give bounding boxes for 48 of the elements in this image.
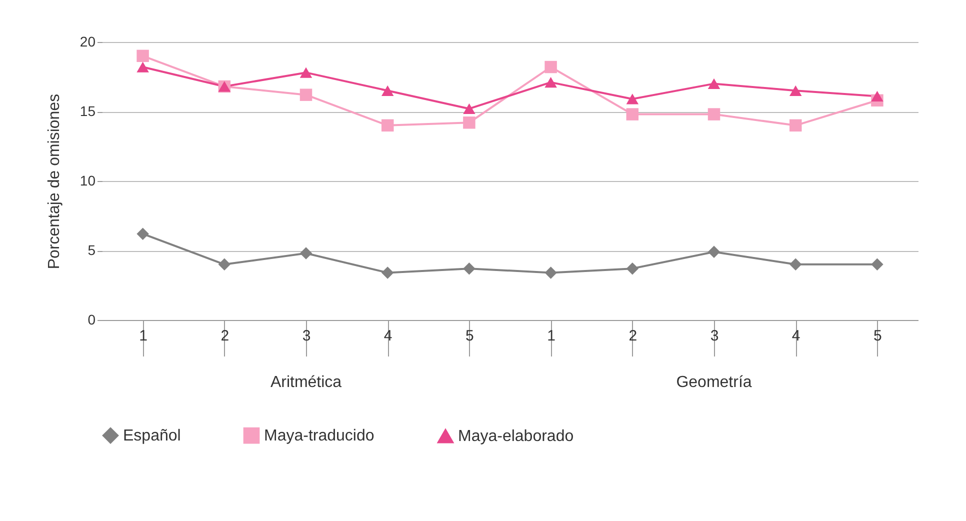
point — [381, 85, 394, 96]
x-tick-label: 2 — [628, 328, 638, 344]
x-tick-label: 1 — [547, 328, 556, 344]
y-tick-label: 0 — [88, 312, 96, 328]
legend-label: Español — [123, 428, 181, 445]
point — [381, 266, 394, 279]
text: Geometría — [676, 374, 752, 391]
point — [544, 77, 557, 88]
y-tick-label: 10 — [80, 172, 96, 188]
y-tick-label: 20 — [80, 34, 96, 50]
text: Aritmética — [270, 374, 342, 391]
point — [136, 50, 149, 62]
point — [789, 258, 802, 271]
point — [871, 90, 884, 102]
x-tick-label: 2 — [220, 328, 230, 344]
x-tick-label: 1 — [139, 328, 148, 344]
legend-label: Maya-traducido — [264, 428, 374, 445]
x-tick-label: 4 — [384, 328, 392, 344]
point — [300, 247, 312, 260]
point — [708, 108, 720, 120]
point — [463, 116, 476, 129]
point — [789, 119, 802, 132]
point — [708, 246, 720, 258]
point — [463, 262, 476, 275]
x-tick-label: 5 — [874, 328, 882, 344]
point — [544, 266, 557, 279]
point — [136, 228, 149, 240]
point — [136, 62, 149, 72]
x-tick-label: 3 — [710, 328, 719, 344]
point — [544, 60, 557, 74]
legend-label: Maya-elaborado — [458, 428, 574, 446]
point — [463, 103, 476, 114]
y-tick-label: 15 — [80, 103, 96, 119]
x-tick-label: 5 — [466, 328, 474, 344]
point — [626, 108, 639, 120]
x-tick-label: 4 — [792, 328, 800, 344]
y-tick-label: 5 — [88, 242, 96, 258]
point — [626, 94, 639, 104]
point — [381, 119, 394, 132]
point — [626, 262, 639, 275]
point — [218, 258, 231, 271]
x-tick-label: 3 — [302, 328, 311, 344]
point — [871, 258, 884, 271]
point — [300, 88, 312, 101]
point — [300, 67, 312, 78]
point — [789, 85, 802, 96]
point — [708, 78, 720, 90]
y-axis-title: Porcentaje de omisiones — [46, 94, 63, 270]
